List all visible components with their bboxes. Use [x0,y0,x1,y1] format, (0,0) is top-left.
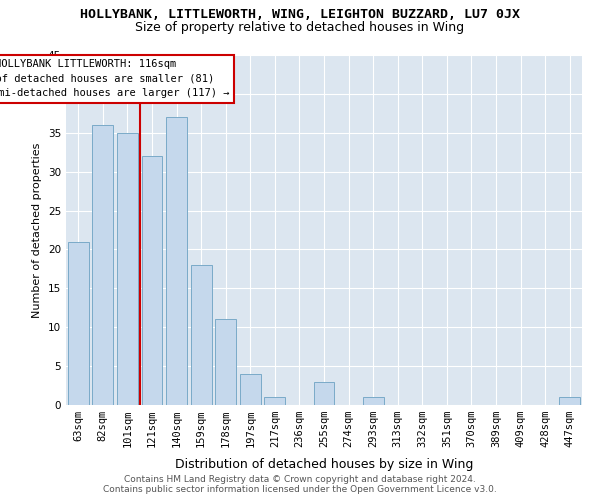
Bar [191,265,212,405]
Bar [142,156,163,405]
Bar [68,242,89,405]
Bar [240,374,261,405]
Text: Contains HM Land Registry data © Crown copyright and database right 2024.
Contai: Contains HM Land Registry data © Crown c… [103,474,497,494]
Bar [117,133,138,405]
Text: Size of property relative to detached houses in Wing: Size of property relative to detached ho… [136,21,464,34]
Y-axis label: Number of detached properties: Number of detached properties [32,142,43,318]
Text: HOLLYBANK, LITTLEWORTH, WING, LEIGHTON BUZZARD, LU7 0JX: HOLLYBANK, LITTLEWORTH, WING, LEIGHTON B… [80,8,520,20]
Bar [314,382,334,405]
X-axis label: Distribution of detached houses by size in Wing: Distribution of detached houses by size … [175,458,473,471]
Bar [265,397,286,405]
Bar [362,397,383,405]
Bar [92,125,113,405]
Bar [166,117,187,405]
Bar [559,397,580,405]
Text: HOLLYBANK LITTLEWORTH: 116sqm
← 41% of detached houses are smaller (81)
59% of s: HOLLYBANK LITTLEWORTH: 116sqm ← 41% of d… [0,59,229,98]
Bar [215,320,236,405]
